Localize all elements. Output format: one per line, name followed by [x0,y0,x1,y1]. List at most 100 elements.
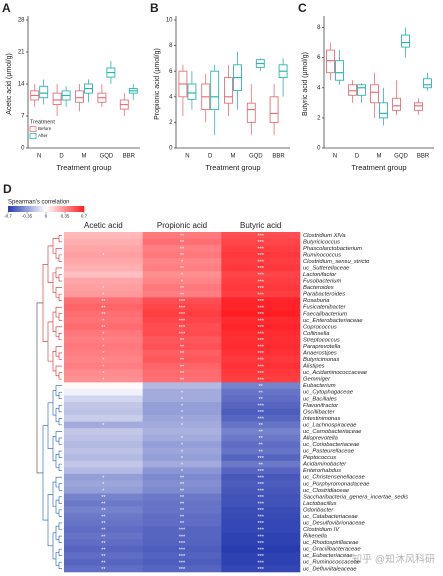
colorbar-step [32,206,35,212]
dendrogram-branch [42,263,48,342]
x-tick-label: M [82,154,87,160]
significance-label: *** [257,253,264,259]
y-axis-title: Acetic acid (μmol/g) [6,53,13,115]
significance-label: * [181,279,184,285]
heatmap-cell [64,473,143,481]
colorbar-step [46,206,49,212]
dendrogram-branch [55,408,59,422]
row-label: Clostridium IV [303,527,340,533]
heatmap-cell [64,415,143,422]
box-body [392,97,401,111]
significance-label: *** [179,299,186,305]
x-axis-title: Treatment group [351,163,406,172]
colorbar-step [80,206,83,212]
y-tick-label: 0 [169,146,173,152]
significance-label: ** [180,338,185,344]
significance-label: *** [179,319,186,325]
x-tick-label: N [333,154,337,160]
dendrogram-branch [55,499,59,514]
heatmap-cell [64,428,143,435]
significance-label: ** [259,390,264,396]
heatmap-cell [64,245,143,252]
heatmap-cell [221,487,301,494]
heatmap-cell [142,258,222,265]
significance-label: ** [101,534,106,540]
box-body [39,85,49,99]
box-body [335,60,344,81]
y-tick-label: 6 [317,55,321,61]
heatmap-cell [142,526,222,534]
heatmap-cell [221,532,301,540]
significance-label: * [181,462,184,468]
heatmap-cell [64,441,143,449]
heatmap-cell [221,480,301,488]
significance-label: * [102,253,105,259]
heatmap-cell [64,402,143,409]
dendrogram-branch [58,313,62,321]
significance-label: ** [259,449,264,455]
row-label: Clostridium_sensu_stricto [303,259,370,265]
dendrogram-branch [58,293,62,301]
x-tick-label: BBR [272,154,285,160]
row-label: Roseburia [303,298,330,304]
significance-label: ** [180,345,185,351]
legend-swatch [29,126,37,132]
heatmap-cell [142,388,222,396]
heatmap-cell [142,552,222,560]
colorbar-step [42,206,45,212]
y-tick-label: 21 [18,50,25,56]
significance-label: ** [101,547,106,553]
significance-label: * [181,397,184,403]
colorbar-step [36,206,39,212]
colorbar-step [74,206,77,212]
significance-label: *** [257,266,264,272]
dendrogram-branch [55,454,59,468]
heatmap-cell [64,545,143,553]
panel-letter: B [150,1,159,15]
row-label: uc_Cytophagaceae [303,390,354,396]
panel-letter: C [298,1,307,15]
heatmap-cell [142,232,222,239]
significance-label: *** [179,560,186,566]
x-axis-title: Treatment group [56,163,111,172]
heatmap-cell [221,330,301,337]
heatmap-cell [221,513,301,520]
heatmap-cell [221,415,301,422]
significance-label: *** [257,292,264,298]
significance-label: ** [180,495,185,501]
significance-label: *** [257,332,264,338]
heatmap-cell [221,271,301,279]
heatmap-cell [64,513,143,520]
heatmap-cell [142,454,222,462]
row-label: uc_Rhodospirillaceae [303,540,359,546]
row-label: uc_Coriobacteriaceae [303,442,360,448]
significance-label: *** [179,547,186,553]
significance-label: ** [101,515,106,521]
significance-label: ** [101,554,106,560]
significance-label: *** [257,567,264,573]
heatmap-cell [64,375,143,383]
legend-label: Before [38,126,52,131]
significance-label: *** [257,371,264,377]
heatmap-cell [142,421,222,429]
heatmap-cell [142,506,222,514]
significance-label: *** [257,456,264,462]
colorbar-step [68,206,71,212]
row-label: uc_Lachnospiraceae [303,422,357,428]
heatmap-cell [221,238,301,246]
heatmap-cell [142,473,222,481]
x-tick-label: BBR [417,154,430,160]
colorbar-step [65,206,68,212]
significance-label: *** [179,305,186,311]
y-axis-title: Butyric acid (μmol/g) [302,52,309,116]
heatmap-cell [64,303,143,311]
row-label: Butyricicoccus [303,239,340,245]
heatmap-cell [64,480,143,488]
significance-label: ** [180,358,185,364]
row-label: Fusicatenibacter [303,305,347,311]
heatmap-cell [142,480,222,488]
heatmap-cell [64,532,143,540]
significance-label: *** [257,508,264,514]
colorbar-step [28,206,32,212]
colorbar-step [53,206,56,212]
